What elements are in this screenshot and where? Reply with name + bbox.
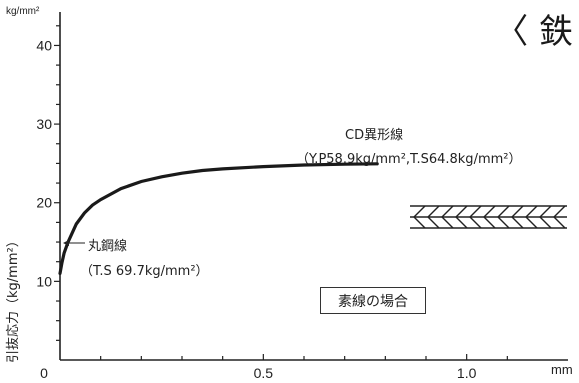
y-ticks: 10 20 30 40 [36,25,60,341]
cd-wire-name: CD異形線 [345,128,404,143]
page-title: 〈 鉄 [494,12,573,52]
y-tick-label: 10 [36,273,52,289]
y-axis-label-text: 引抜応力（kg/mm²） [6,234,21,363]
y-axis-label: 引抜応力（kg/mm²） [2,195,22,365]
x-tick-label: 1.0 [457,365,477,381]
x-tick-label: 0 [40,365,48,381]
round-wire-arrowhead [63,240,69,246]
series-group [58,162,379,276]
chart-axes [59,12,568,361]
x-unit-label: mm [551,362,573,377]
round-wire-values: （T.S 69.7kg/mm²） [80,264,209,279]
y-unit-label: kg/mm² [6,6,40,17]
x-ticks: 0 0.5 1.0 [40,354,508,381]
y-tick-label: 20 [36,195,52,211]
cd-wire-values: （Y.P58.9kg/mm²,T.S64.8kg/mm²） [296,152,522,167]
y-tick-label: 40 [36,37,52,53]
series-line [58,162,379,276]
y-tick-label: 30 [36,116,52,132]
strand-symbol [410,205,567,229]
strand-case-label: 素線の場合 [320,287,426,314]
round-wire-name: 丸鋼線 [88,239,128,254]
x-tick-label: 0.5 [254,365,274,381]
